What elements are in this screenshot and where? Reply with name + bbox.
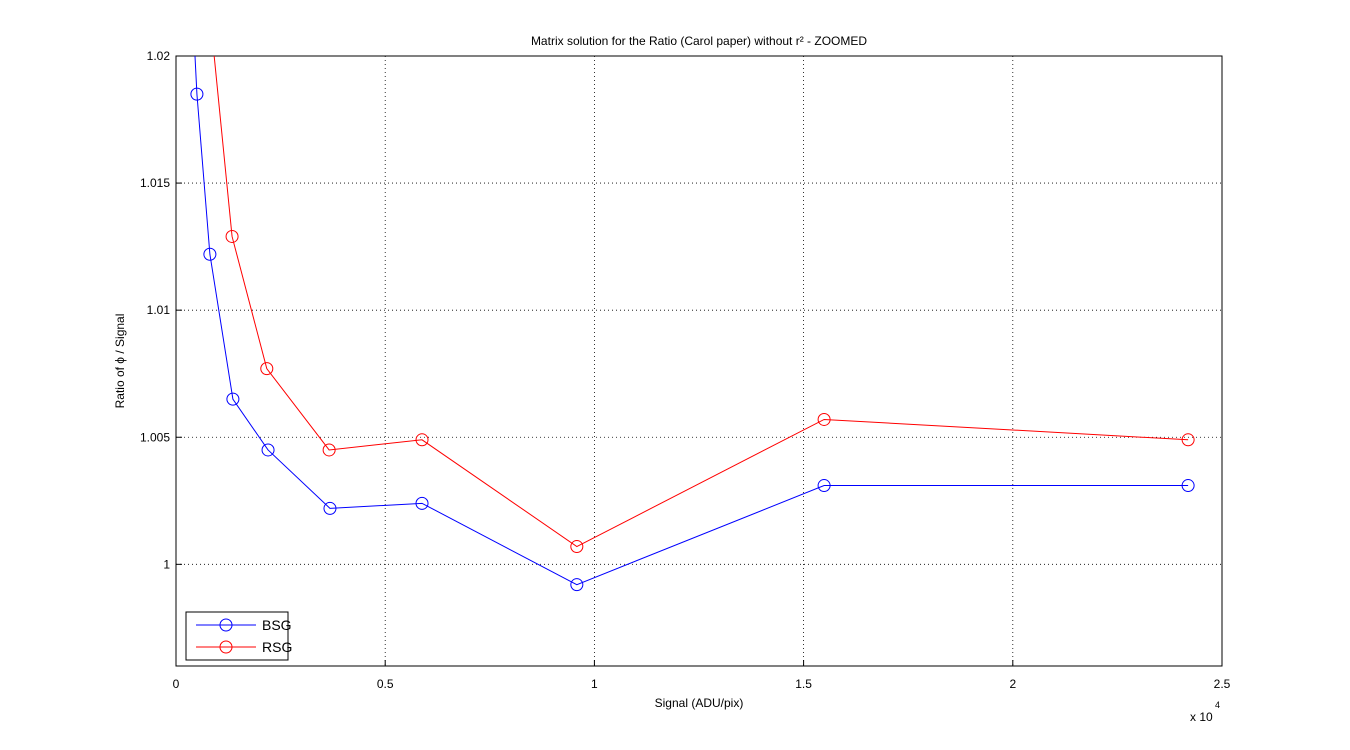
legend-label: BSG xyxy=(262,617,292,633)
series-line xyxy=(213,56,1189,548)
x-tick-label: 1.5 xyxy=(795,677,812,691)
legend-label: RSG xyxy=(262,639,292,655)
chart-title: Matrix solution for the Ratio (Carol pap… xyxy=(531,34,867,48)
data-point xyxy=(1181,433,1195,447)
data-point xyxy=(415,496,429,510)
data-point xyxy=(570,578,584,592)
y-tick-label: 1 xyxy=(163,557,170,571)
x-multiplier-exponent: 4 xyxy=(1215,700,1220,710)
x-tick-label: 0 xyxy=(173,677,180,691)
data-point xyxy=(203,247,217,261)
data-point xyxy=(260,362,274,376)
data-point xyxy=(225,229,239,243)
axes-box xyxy=(175,55,1223,667)
data-point xyxy=(226,392,240,406)
legend-marker xyxy=(219,640,233,654)
data-point xyxy=(322,443,336,457)
x-tick-label: 2.5 xyxy=(1214,677,1231,691)
data-point xyxy=(261,443,275,457)
data-point xyxy=(570,540,584,554)
data-point xyxy=(817,412,831,426)
x-tick-label: 1 xyxy=(591,677,598,691)
data-point xyxy=(1181,479,1195,493)
data-point xyxy=(817,479,831,493)
plot-layer xyxy=(190,7,1195,592)
y-tick-label: 1.02 xyxy=(147,49,171,63)
data-point xyxy=(190,87,204,101)
data-point xyxy=(415,433,429,447)
x-axis-label: Signal (ADU/pix) xyxy=(655,696,744,710)
y-tick-label: 1.005 xyxy=(140,430,170,444)
y-axis-label: Ratio of ϕ / Signal xyxy=(113,314,127,409)
y-tick-label: 1.015 xyxy=(140,176,170,190)
x-tick-label: 0.5 xyxy=(377,677,394,691)
data-point xyxy=(323,501,337,515)
data-point xyxy=(204,7,216,19)
legend-box xyxy=(185,611,289,661)
y-tick-label: 1.01 xyxy=(147,303,171,317)
series-line xyxy=(194,56,1189,586)
x-multiplier: x 10 xyxy=(1190,710,1213,724)
legend-marker xyxy=(219,618,233,632)
plot-area xyxy=(176,56,1222,666)
x-tick-label: 2 xyxy=(1009,677,1016,691)
